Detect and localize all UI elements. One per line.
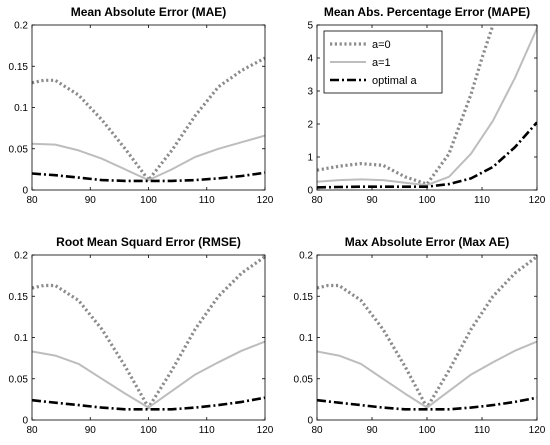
y-tick-label: 0.05	[9, 374, 29, 385]
x-tick-label: 120	[529, 425, 546, 436]
x-tick-label: 80	[311, 425, 323, 436]
series-line-a-0	[317, 255, 537, 410]
y-tick-label: 0	[22, 186, 28, 197]
y-tick-label: 0.05	[9, 144, 29, 155]
y-tick-label: 0.2	[14, 251, 28, 262]
x-tick-label: 110	[199, 425, 215, 436]
y-tick-label: 0	[22, 416, 28, 427]
y-tick-label: 4	[307, 54, 313, 65]
legend-label-optimal-a: optimal a	[372, 75, 418, 87]
y-tick-label: 0.1	[299, 333, 313, 344]
chart-panel-3: Root Mean Squard Error (RMSE) 80 90 100 110 1…	[9, 235, 274, 436]
plot-frame	[316, 254, 538, 421]
series-line-optimal-a	[32, 396, 265, 411]
series-line-a-1	[32, 340, 265, 409]
x-tick-label: 110	[474, 195, 490, 206]
y-tick-label: 0	[307, 416, 313, 427]
x-tick-label: 110	[474, 425, 490, 436]
plot-frame	[31, 254, 266, 421]
x-tick-label: 80	[311, 195, 323, 206]
y-tick-label: 0.1	[14, 333, 28, 344]
y-tick-label: 0	[307, 186, 313, 197]
x-tick-label: 80	[26, 195, 38, 206]
chart-panel-2: Mean Abs. Percentage Error (MAPE) 80 90 100…	[307, 5, 545, 206]
y-tick-label: 0.1	[14, 103, 28, 114]
series-line-optimal-a	[32, 171, 265, 183]
x-tick-label: 100	[140, 195, 157, 206]
x-tick-label: 100	[140, 425, 157, 436]
y-tick-label: 0.05	[294, 374, 314, 385]
series-line-a-0	[32, 255, 265, 410]
y-tick-label: 0.15	[9, 62, 29, 73]
y-tick-label: 1	[307, 153, 313, 164]
chart-legend: a=0 a=1 optimal a	[323, 30, 443, 94]
series-line-a-1	[317, 27, 537, 187]
x-tick-label: 90	[366, 195, 378, 206]
x-tick-label: 90	[85, 195, 97, 206]
y-tick-label: 0.15	[294, 292, 314, 303]
chart-title: Mean Absolute Error (MAE)	[71, 5, 227, 19]
x-tick-label: 90	[366, 425, 378, 436]
plot-frame	[31, 24, 266, 191]
chart-panel-4: Max Absolute Error (Max AE) 80 90 100 110 120…	[294, 235, 546, 436]
chart-title: Root Mean Squard Error (RMSE)	[56, 235, 241, 249]
x-tick-label: 110	[199, 195, 215, 206]
x-tick-label: 80	[26, 425, 38, 436]
x-tick-label: 120	[529, 195, 546, 206]
x-tick-label: 90	[85, 425, 97, 436]
y-tick-label: 2	[307, 120, 313, 131]
y-tick-label: 0.2	[299, 251, 313, 262]
y-tick-label: 0.2	[14, 21, 28, 32]
chart-title: Max Absolute Error (Max AE)	[345, 235, 509, 249]
legend-label-a-1: a=1	[372, 57, 391, 69]
legend-label-a-0: a=0	[372, 39, 391, 51]
series-line-a-0	[317, 25, 495, 186]
y-tick-label: 0.15	[9, 292, 29, 303]
series-line-a-1	[32, 134, 265, 182]
series-line-optimal-a	[317, 121, 537, 189]
x-tick-label: 100	[419, 425, 436, 436]
series-line-optimal-a	[317, 396, 537, 411]
x-tick-label: 100	[419, 195, 436, 206]
series-line-a-0	[32, 56, 265, 182]
x-tick-label: 120	[257, 425, 274, 436]
y-tick-label: 3	[307, 87, 313, 98]
series-line-a-1	[317, 340, 537, 409]
y-tick-label: 5	[307, 21, 313, 32]
chart-panel-1: Mean Absolute Error (MAE) 80 90 100 110 120 0 0…	[9, 5, 274, 206]
x-tick-label: 120	[257, 195, 274, 206]
chart-title: Mean Abs. Percentage Error (MAPE)	[324, 5, 530, 19]
